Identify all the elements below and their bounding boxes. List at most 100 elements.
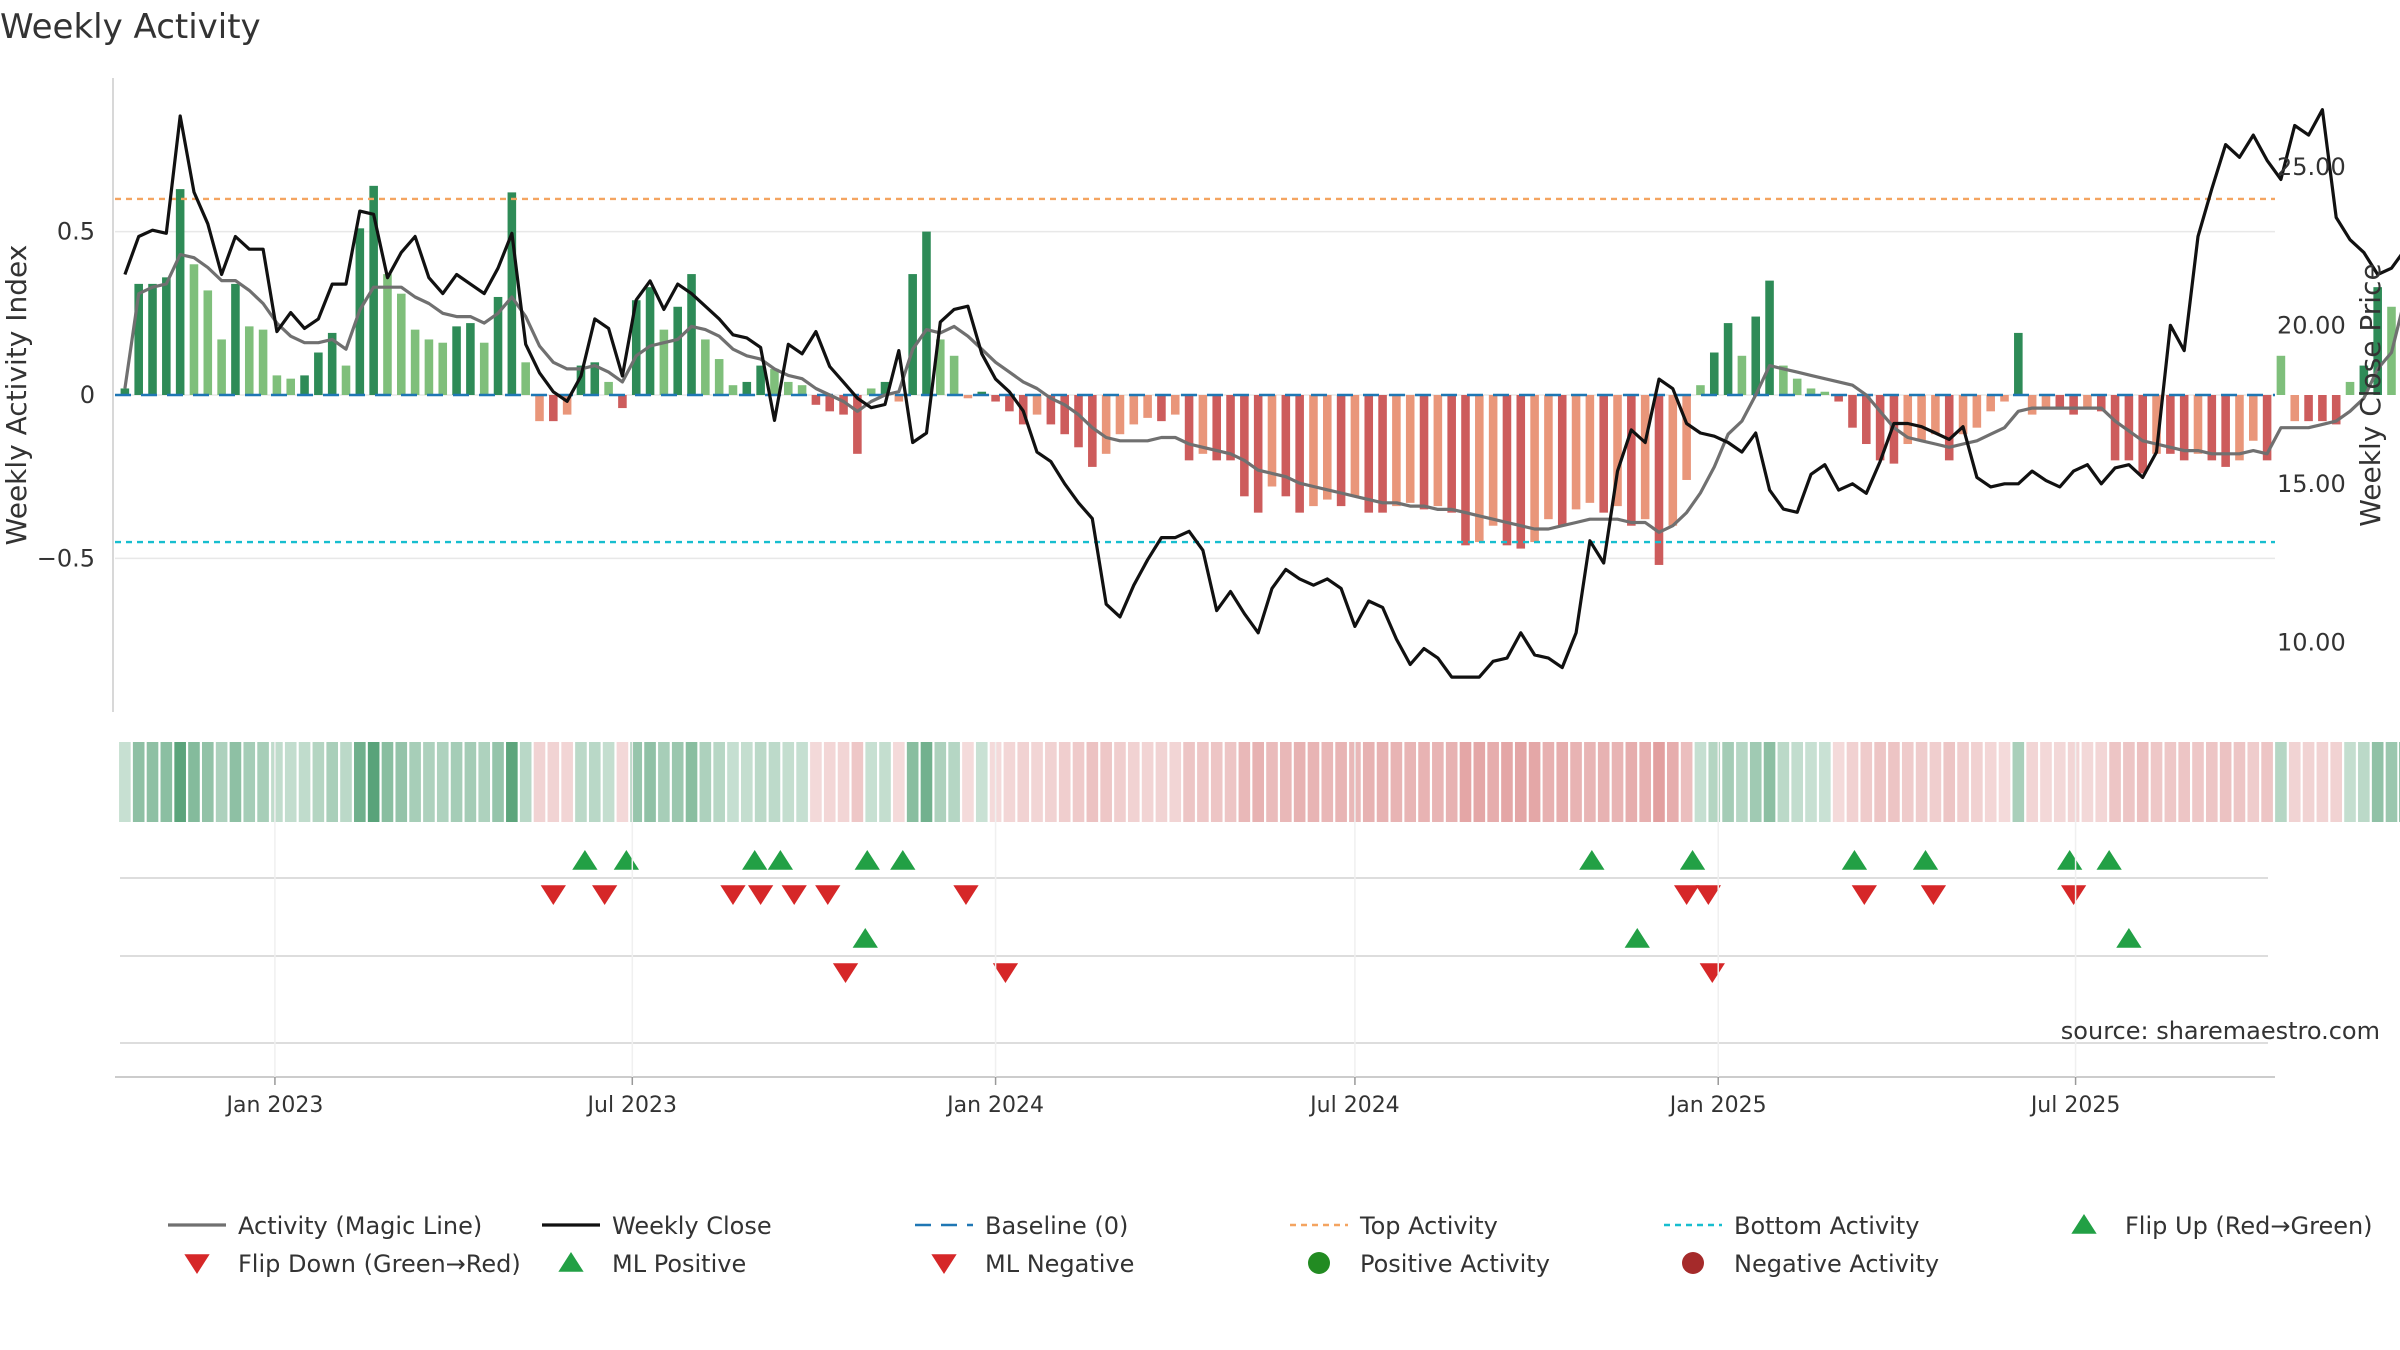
activity-bar [756,365,765,395]
heat-strip-cell [962,742,974,822]
flip-down-marker [747,885,774,905]
heat-strip-cell [1307,742,1320,822]
activity-bar [1364,395,1374,513]
heat-strip-cell [2233,742,2246,822]
activity-bar [507,192,517,395]
flip-up-marker [2057,850,2083,870]
heat-strip-cell [2012,742,2025,822]
heat-strip-cell [1667,742,1679,822]
activity-bar [1267,395,1277,487]
activity-bar [1806,388,1816,395]
heat-strip-cell [174,742,186,822]
heat-strip-cell [879,742,891,822]
y2-axis-label: Weekly Close Price [2354,263,2387,526]
heat-strip-cell [450,742,463,822]
heat-strip-cell [1514,742,1527,822]
activity-bar [1502,395,1512,546]
activity-bar [1184,395,1194,461]
heat-strip-cell [381,742,394,822]
heat-strip-cell [340,742,352,822]
activity-bar [2096,395,2106,412]
activity-bar [797,385,807,395]
activity-bar [466,323,475,395]
heat-strip-cell [658,742,670,822]
heat-strip-cell [1722,742,1734,822]
heat-strip-cell [1597,742,1610,822]
legend-label: Flip Down (Green→Red) [238,1250,521,1278]
legend-label: Baseline (0) [985,1212,1128,1240]
activity-bar [2138,395,2147,474]
activity-bar [576,365,586,395]
heat-strip-cell [851,742,864,822]
activity-bar [2318,395,2327,422]
x-tick-label: Jul 2025 [2029,1093,2121,1118]
activity-bar [300,375,309,395]
heat-strip-cell [2053,742,2066,822]
activity-bar [175,189,185,395]
legend-swatch [1682,1252,1704,1274]
flip-up-marker [1841,850,1868,870]
heat-strip-cell [1224,742,1237,822]
activity-bar [1875,395,1885,461]
heat-strip-cell [2275,742,2287,822]
legend-label: Negative Activity [1734,1250,1939,1278]
activity-bar [1032,395,1042,415]
heat-strip-cell [243,742,256,822]
activity-bar [908,274,917,395]
heat-strip-cell [423,742,435,822]
heat-strip-cell [2206,742,2218,822]
heat-strip-cell [2095,742,2108,822]
activity-bar [562,395,572,415]
activity-bar [314,352,323,395]
heat-strip-cell [2302,742,2315,822]
heat-strip-cell [119,742,131,822]
heat-strip-cell [1321,742,1334,822]
legend-swatch [558,1252,584,1272]
activity-bar [1281,395,1291,497]
flip-down-marker [540,885,566,905]
heat-strip-cell [685,742,698,822]
heat-strip-cell [713,742,725,822]
activity-bar [1488,395,1498,526]
heat-strip-cell [561,742,573,822]
activity-bar [1571,395,1581,510]
activity-bar [1253,395,1263,513]
activity-bar [1779,365,1788,395]
flip-up-marker [742,850,768,870]
x-tick-label: Jul 2024 [1308,1093,1400,1118]
flip-down-marker [720,885,746,905]
heat-strip-cell [478,742,491,822]
flip-down-marker [1920,885,1947,905]
heat-strip-cell [2316,742,2329,822]
heat-strip-cell [1805,742,1817,822]
activity-bar [1226,395,1235,461]
activity-bar [1295,395,1304,513]
heat-strip-cell [519,742,532,822]
activity-bar [148,283,157,395]
activity-bar [2304,395,2313,422]
heat-strip-cell [906,742,919,822]
heat-strip-cell [893,742,905,822]
activity-bar [1419,395,1429,510]
activity-bar [2152,395,2161,454]
flip-down-marker [2060,885,2087,905]
heat-strip-cell [2219,742,2232,822]
activity-bar [2069,395,2078,415]
heat-strip-cell [2136,742,2149,822]
activity-bar [438,342,448,395]
heat-strip-cell [2371,742,2384,822]
legend-label: Positive Activity [1360,1250,1550,1278]
activity-bar [424,339,434,395]
activity-bar [2083,395,2092,409]
y-axis-label: Weekly Activity Index [0,245,33,546]
activity-bar [2207,395,2217,461]
heat-strip-cell [367,742,380,822]
flip-down-marker [953,885,979,905]
activity-bar [1461,395,1470,546]
heat-strip-cell [1155,742,1168,822]
heat-strip-cell [188,742,200,822]
heat-strip-cell [1556,742,1569,822]
heat-strip-cell [2164,742,2177,822]
legend-label: ML Positive [612,1250,746,1278]
activity-bar [1309,395,1318,507]
